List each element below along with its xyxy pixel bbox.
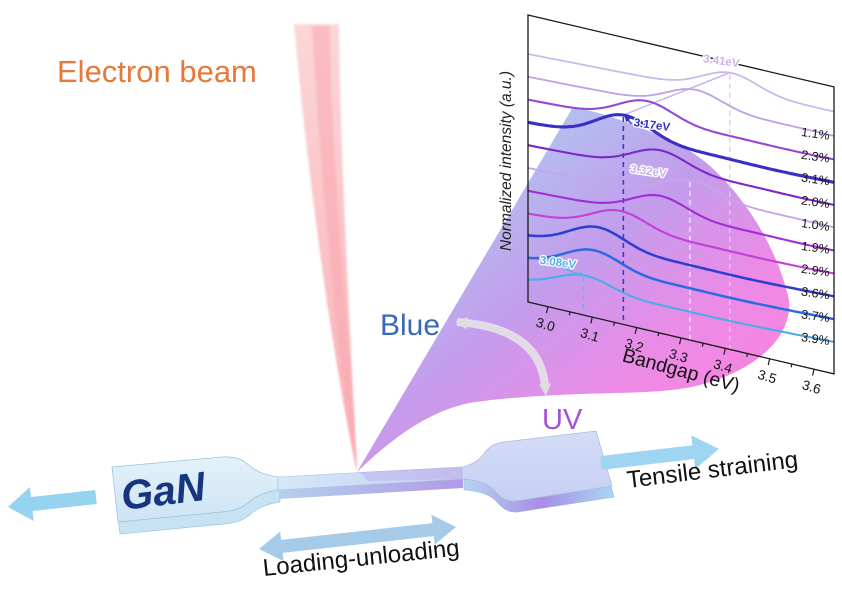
loading-unloading-arrow xyxy=(259,514,456,562)
axis-tick xyxy=(723,348,726,355)
spectrum-curve xyxy=(528,189,834,252)
spectrum-curve xyxy=(528,98,834,161)
chart-y-axis-label: Normalized intensity (a.u.) xyxy=(497,70,515,252)
sample-gauge-uv-tint xyxy=(360,467,462,481)
annotation-arrowhead xyxy=(624,116,631,123)
axis-tick xyxy=(811,369,815,376)
axis-tick xyxy=(790,363,793,368)
cl-spectra-chart: 3.0 3.1 3.2 3.3 3.4 3.5 3.6 1.1% 2.3% 3.1% 2.0% 1.0… xyxy=(527,14,835,397)
axis-tick xyxy=(678,337,682,345)
blue-light-label: Blue xyxy=(380,309,441,342)
axis-tick-label: 3.2 xyxy=(623,335,645,355)
strain-percent-label: 1.1% xyxy=(800,125,830,143)
spectrum-curve xyxy=(528,53,834,113)
strain-percent-label: 2.9% xyxy=(800,262,830,280)
spectrum-curve xyxy=(528,248,834,321)
annotation-arrowhead xyxy=(577,271,585,277)
strain-percent-label: 1.9% xyxy=(800,239,830,257)
strain-percent-label: 3.9% xyxy=(800,330,830,348)
axis-tick xyxy=(545,306,549,314)
axis-tick xyxy=(634,327,638,334)
peak-energy-annotation: 3.41eV xyxy=(702,53,740,70)
strain-percent-label: 3.6% xyxy=(800,285,830,303)
spectrum-curve xyxy=(528,113,834,184)
gan-sample xyxy=(111,430,615,535)
axis-tick-label: 3.5 xyxy=(756,367,778,387)
axis-tick xyxy=(657,332,660,337)
axis-tick-label: 3.4 xyxy=(712,356,735,376)
pull-left-arrow xyxy=(8,487,97,521)
spectrum-curve xyxy=(528,75,834,137)
plot-frame xyxy=(527,14,835,375)
electron-beam-core xyxy=(312,26,357,471)
light-cone xyxy=(357,107,790,472)
strain-percent-label: 2.3% xyxy=(800,148,830,166)
annotation-arrow-line xyxy=(562,267,581,276)
axis-tick xyxy=(568,311,571,316)
color-shift-curved-arrow xyxy=(455,317,551,396)
spectrum-curve xyxy=(528,209,834,275)
electron-beam-label: Electron beam xyxy=(57,54,257,89)
strain-percent-label: 3.1% xyxy=(800,171,830,189)
pull-right-arrow xyxy=(600,435,719,470)
spectrum-curve xyxy=(528,225,834,298)
sample-right-plate-top xyxy=(461,430,613,502)
axis-tick-label: 3.0 xyxy=(534,315,556,335)
plot-area xyxy=(528,53,834,350)
axis-tick xyxy=(767,358,771,366)
axis-tick xyxy=(590,316,593,324)
strain-percent-label: 1.0% xyxy=(800,216,830,234)
axis-tick-label: 3.6 xyxy=(800,377,822,397)
axis-tick xyxy=(701,343,704,347)
strain-percent-label: 3.7% xyxy=(800,307,830,325)
spectrum-curve xyxy=(528,144,834,206)
uv-light-label: UV xyxy=(542,404,583,436)
axis-tick xyxy=(746,353,749,358)
gan-sample-label: GaN xyxy=(118,463,208,519)
axis-tick-label: 3.1 xyxy=(579,325,601,345)
strain-percent-label: 2.0% xyxy=(800,193,830,211)
spectrum-curve xyxy=(528,167,834,229)
peak-guide-line xyxy=(582,72,731,276)
axis-tick-label: 3.3 xyxy=(667,346,689,366)
axis-tick xyxy=(613,322,616,326)
